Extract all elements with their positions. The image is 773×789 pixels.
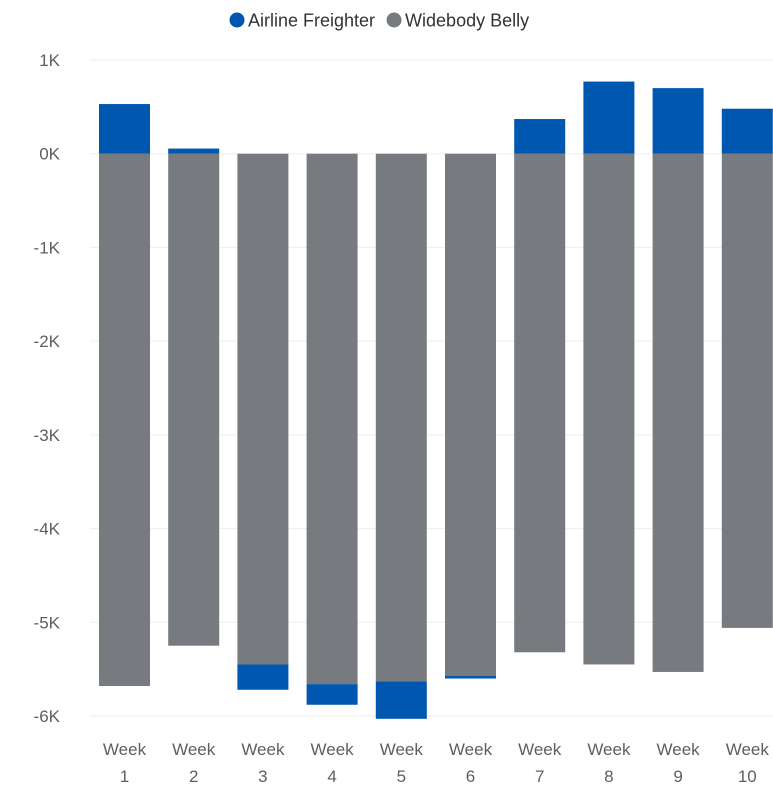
- bar-airline-freighter-1[interactable]: [99, 104, 150, 154]
- bar-widebody-belly-8[interactable]: [583, 153, 635, 665]
- y-tick-label: -2K: [34, 332, 61, 351]
- bar-widebody-belly-2[interactable]: [168, 153, 220, 646]
- y-tick-label: 0K: [39, 145, 60, 164]
- y-tick-label: -5K: [34, 613, 61, 632]
- y-tick-label: 1K: [39, 51, 60, 70]
- legend-marker: [229, 12, 245, 28]
- y-axis: 1K 0K -1K -2K -3K -4K -5K -6K: [34, 51, 61, 726]
- legend-item-widebody-belly[interactable]: Widebody Belly: [386, 11, 530, 31]
- bar-widebody-belly-9[interactable]: [652, 153, 704, 672]
- bar-widebody-belly-7[interactable]: [514, 153, 566, 653]
- bar-widebody-belly-1[interactable]: [99, 153, 150, 687]
- x-tick-label: Week 4: [311, 740, 355, 786]
- legend-item-airline-freighter[interactable]: Airline Freighter: [229, 11, 376, 31]
- bar-airline-freighter-8[interactable]: [583, 81, 635, 154]
- x-tick-label: Week 8: [587, 740, 631, 786]
- bar-widebody-belly-6[interactable]: [445, 153, 496, 676]
- legend-marker: [386, 12, 402, 28]
- x-tick-label: Week 3: [241, 740, 285, 786]
- y-tick-label: -4K: [34, 520, 61, 539]
- bars: [99, 81, 773, 719]
- x-tick-label: Week 10: [726, 740, 770, 786]
- bar-airline-freighter-5[interactable]: [375, 681, 427, 719]
- bar-widebody-belly-10[interactable]: [721, 153, 773, 628]
- bar-airline-freighter-7[interactable]: [514, 119, 566, 154]
- chart-legend: Airline Freighter Widebody Belly: [229, 11, 530, 31]
- bar-airline-freighter-4[interactable]: [306, 684, 358, 705]
- bar-widebody-belly-3[interactable]: [237, 153, 289, 665]
- x-tick-label: Week 6: [449, 740, 493, 786]
- x-tick-label: Week 5: [380, 740, 424, 786]
- legend-label: Widebody Belly: [405, 11, 529, 31]
- x-axis: Week 1 Week 2 Week 3 Week 4 Week 5 Week 6 Week 7 Week 8…: [103, 740, 769, 786]
- y-tick-label: -3K: [34, 426, 61, 445]
- bar-airline-freighter-2[interactable]: [168, 148, 220, 154]
- y-tick-label: -1K: [34, 238, 61, 257]
- y-tick-label: -6K: [34, 707, 61, 726]
- legend-label: Airline Freighter: [248, 11, 375, 31]
- bar-airline-freighter-6[interactable]: [445, 675, 496, 679]
- x-tick-label: Week 7: [518, 740, 562, 786]
- x-tick-label: Week 1: [103, 740, 147, 786]
- bar-widebody-belly-4[interactable]: [306, 153, 358, 685]
- bar-widebody-belly-5[interactable]: [375, 153, 427, 682]
- bar-airline-freighter-10[interactable]: [721, 108, 773, 154]
- x-tick-label: Week 2: [172, 740, 216, 786]
- bar-airline-freighter-3[interactable]: [237, 664, 289, 690]
- bar-airline-freighter-9[interactable]: [652, 88, 704, 154]
- x-tick-label: Week 9: [657, 740, 701, 786]
